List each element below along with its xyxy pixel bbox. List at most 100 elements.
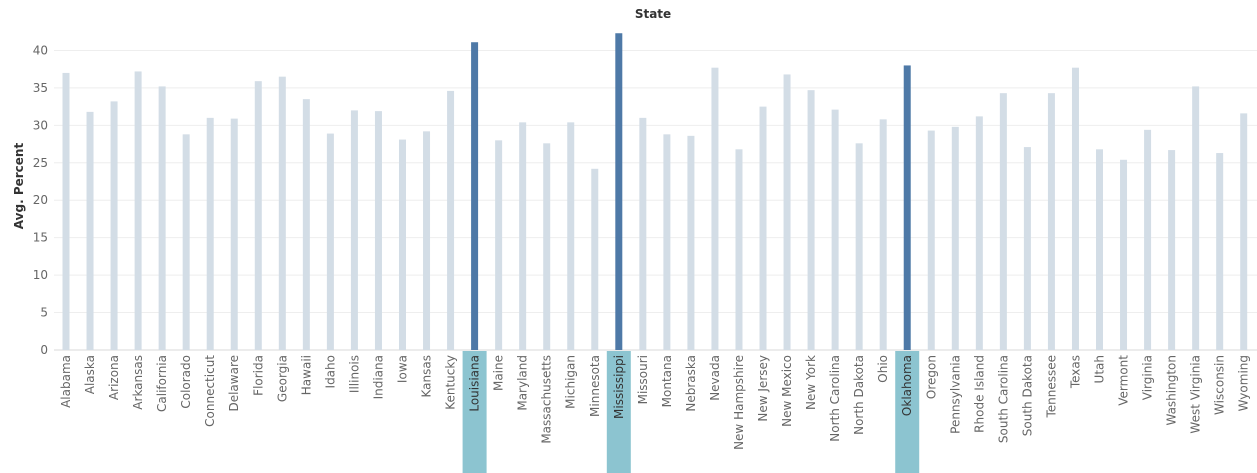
bar-wisconsin[interactable] [1216, 153, 1224, 350]
x-tick-label[interactable]: Florida [251, 355, 265, 396]
bar-washington[interactable] [1168, 150, 1176, 350]
x-tick-label[interactable]: Alabama [59, 355, 73, 408]
x-tick-label[interactable]: Idaho [323, 355, 337, 388]
bar-louisiana[interactable] [471, 42, 479, 350]
x-tick-label[interactable]: Utah [1093, 355, 1107, 383]
bar-illinois[interactable] [350, 110, 358, 350]
bar-virginia[interactable] [1144, 129, 1152, 350]
bar-tennessee[interactable] [1047, 93, 1055, 350]
bar-new-hampshire[interactable] [735, 149, 743, 350]
bar-new-mexico[interactable] [783, 74, 791, 350]
bar-west-virginia[interactable] [1192, 86, 1200, 350]
x-tick-label[interactable]: North Dakota [852, 355, 866, 435]
x-tick-label[interactable]: Illinois [347, 355, 361, 393]
bar-south-carolina[interactable] [999, 93, 1007, 350]
x-tick-label[interactable]: Wyoming [1237, 355, 1251, 411]
bar-colorado[interactable] [182, 134, 190, 350]
bar-mississippi[interactable] [615, 33, 623, 351]
x-tick-label[interactable]: Iowa [395, 355, 409, 383]
x-tick-label[interactable]: New York [804, 355, 818, 410]
x-tick-label[interactable]: Michigan [564, 355, 578, 409]
x-tick-label[interactable]: Hawaii [299, 355, 313, 395]
bar-missouri[interactable] [639, 117, 647, 350]
x-tick-label[interactable]: Montana [660, 355, 674, 407]
bar-new-york[interactable] [807, 90, 815, 350]
bar-connecticut[interactable] [206, 117, 214, 350]
x-tick-label[interactable]: Georgia [275, 355, 289, 402]
x-tick-label[interactable]: Texas [1068, 355, 1082, 389]
bar-montana[interactable] [663, 134, 671, 350]
x-tick-label[interactable]: Connecticut [203, 355, 217, 427]
bar-wyoming[interactable] [1240, 113, 1248, 351]
bar-california[interactable] [158, 86, 166, 350]
x-tick-label[interactable]: Nevada [708, 355, 722, 401]
bar-ohio[interactable] [879, 119, 887, 350]
bar-massachusetts[interactable] [543, 143, 551, 350]
bar-texas[interactable] [1071, 67, 1079, 351]
x-tick-label[interactable]: South Dakota [1020, 355, 1034, 436]
x-tick-label[interactable]: Kansas [420, 355, 434, 397]
x-tick-label[interactable]: Maryland [516, 355, 530, 411]
x-tick-label[interactable]: California [155, 355, 169, 412]
bar-oregon[interactable] [927, 130, 935, 350]
bar-oklahoma[interactable] [903, 65, 911, 350]
x-tick-label[interactable]: Nebraska [684, 355, 698, 412]
bar-florida[interactable] [254, 81, 262, 350]
x-tick-label[interactable]: Oklahoma [900, 355, 914, 416]
x-tick-label[interactable]: Virginia [1141, 355, 1155, 400]
bar-arkansas[interactable] [134, 71, 142, 350]
x-tick-label[interactable]: Ohio [876, 355, 890, 383]
x-tick-label[interactable]: Arkansas [131, 355, 145, 410]
x-tick-label[interactable]: Louisiana [468, 355, 482, 412]
bar-maine[interactable] [495, 140, 503, 350]
x-tick-label[interactable]: Colorado [179, 355, 193, 409]
x-tick-label[interactable]: Pennsylvania [948, 355, 962, 434]
bar-south-dakota[interactable] [1023, 147, 1031, 350]
x-tick-label[interactable]: Vermont [1117, 355, 1131, 406]
bar-vermont[interactable] [1120, 159, 1128, 350]
bar-utah[interactable] [1096, 149, 1104, 350]
bar-new-jersey[interactable] [759, 106, 767, 351]
bar-kansas[interactable] [423, 131, 431, 350]
x-tick-label[interactable]: Oregon [924, 355, 938, 399]
x-tick-label[interactable]: Maine [492, 355, 506, 391]
bar-iowa[interactable] [398, 139, 406, 350]
x-tick-label[interactable]: South Carolina [996, 355, 1010, 443]
bar-north-carolina[interactable] [831, 109, 839, 350]
bar-arizona[interactable] [110, 101, 118, 350]
x-tick-label[interactable]: New Mexico [780, 355, 794, 427]
bar-kentucky[interactable] [447, 90, 455, 350]
bar-pennsylvania[interactable] [951, 126, 959, 350]
x-tick-label[interactable]: Tennessee [1044, 355, 1058, 419]
x-tick-label[interactable]: Indiana [371, 355, 385, 399]
x-tick-label[interactable]: Wisconsin [1213, 355, 1227, 415]
x-tick-label[interactable]: Rhode Island [972, 355, 986, 433]
x-tick-label[interactable]: New Hampshire [732, 355, 746, 450]
bar-alaska[interactable] [86, 111, 94, 350]
bar-nebraska[interactable] [687, 135, 695, 350]
x-tick-label[interactable]: Washington [1165, 355, 1179, 426]
x-tick-label[interactable]: Mississippi [612, 355, 626, 419]
bar-hawaii[interactable] [302, 99, 310, 351]
bar-rhode-island[interactable] [975, 116, 983, 350]
x-tick-label[interactable]: Minnesota [588, 355, 602, 417]
bar-alabama[interactable] [62, 72, 70, 350]
x-tick-label[interactable]: Arizona [107, 355, 121, 400]
bar-minnesota[interactable] [591, 168, 599, 350]
x-tick-label[interactable]: Kentucky [444, 355, 458, 410]
x-tick-label[interactable]: Alaska [83, 355, 97, 394]
bar-michigan[interactable] [567, 122, 575, 350]
x-tick-label[interactable]: Delaware [227, 355, 241, 412]
bar-maryland[interactable] [519, 122, 527, 350]
x-tick-label[interactable]: Missouri [636, 355, 650, 404]
bar-delaware[interactable] [230, 118, 238, 350]
bar-indiana[interactable] [374, 111, 382, 350]
bar-north-dakota[interactable] [855, 143, 863, 350]
x-tick-label[interactable]: West Virginia [1189, 355, 1203, 434]
x-tick-label[interactable]: New Jersey [756, 355, 770, 422]
bar-georgia[interactable] [278, 76, 286, 351]
x-tick-label[interactable]: North Carolina [828, 355, 842, 442]
bar-idaho[interactable] [326, 133, 334, 350]
x-tick-label[interactable]: Massachusetts [540, 355, 554, 444]
bar-nevada[interactable] [711, 67, 719, 351]
